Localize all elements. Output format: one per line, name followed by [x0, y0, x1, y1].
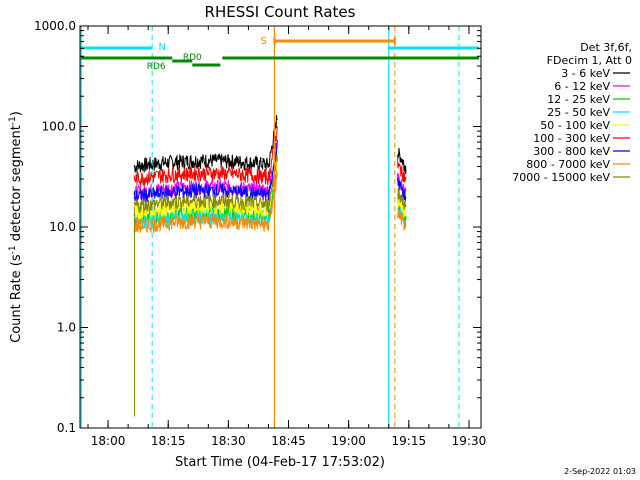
legend-entry-label: 3 - 6 keV [561, 67, 610, 80]
series-line [397, 188, 407, 210]
y-axis-ticks: 0.1 1.0 10.0 100.0 1000.0 [34, 19, 481, 435]
series-line [133, 115, 278, 173]
x-tick-label: 18:45 [271, 434, 306, 448]
x-axis-ticks: 18:00 18:15 18:30 18:45 19:00 19:15 19:30 [87, 26, 487, 448]
y-axis-label-part: ) [9, 111, 24, 116]
y-axis-label-part: Count Rate (s [9, 254, 24, 343]
legend-entry-label: 25 - 50 keV [547, 106, 610, 119]
x-tick-label: 19:00 [331, 434, 366, 448]
y-axis-label-sup: -1 [8, 245, 18, 254]
rd6-flag-label: RD6 [147, 62, 166, 72]
rd0-flag-label: RD0 [183, 53, 202, 63]
x-tick-label: 18:15 [151, 434, 186, 448]
y-axis-label-sup: -1 [8, 116, 18, 125]
legend-header-line-1: Det 3f,6f, [580, 41, 632, 54]
series-line [133, 126, 278, 187]
y-axis-label: Count Rate (s-1 detector segment-1) [8, 111, 24, 343]
saa-flag-label: S [260, 36, 266, 47]
x-axis-label: Start Time (04-Feb-17 17:53:02) [175, 455, 385, 470]
night-flag-label: N [158, 42, 165, 53]
y-tick-label: 1000.0 [34, 19, 76, 33]
legend-entry-label: 7000 - 15000 keV [512, 171, 610, 184]
y-tick-label: 10.0 [49, 220, 76, 234]
series-line [133, 140, 278, 204]
series-line [397, 177, 407, 203]
series-curves [133, 115, 407, 417]
y-tick-label: 0.1 [57, 421, 76, 435]
legend-entry-label: 50 - 100 keV [540, 119, 610, 132]
flag-markers: N S RD0 RD6 [80, 26, 479, 428]
y-tick-label: 1.0 [57, 321, 76, 335]
x-tick-label: 18:30 [211, 434, 246, 448]
series-line [133, 170, 278, 235]
series-line [397, 148, 407, 174]
x-tick-label: 19:30 [452, 434, 487, 448]
legend-entry-label: 6 - 12 keV [554, 80, 610, 93]
x-tick-label: 19:15 [392, 434, 427, 448]
series-line [397, 158, 407, 183]
y-tick-label: 100.0 [42, 120, 76, 134]
series-line [397, 196, 407, 217]
legend-entry-label: 12 - 25 keV [547, 93, 610, 106]
series-line [397, 209, 407, 232]
x-tick-label: 18:00 [91, 434, 126, 448]
series-line [133, 154, 278, 214]
legend-entry-label: 100 - 300 keV [533, 132, 610, 145]
legend-entry-label: 800 - 7000 keV [526, 158, 610, 171]
legend-header-line-2: FDecim 1, Att 0 [547, 54, 632, 67]
chart-title: RHESSI Count Rates [205, 3, 356, 21]
footer-date: 2-Sep-2022 01:03 [564, 467, 636, 476]
y-axis-label-part: detector segment [9, 125, 24, 245]
series-line [134, 157, 278, 220]
legend-entry-label: 300 - 800 keV [533, 145, 610, 158]
